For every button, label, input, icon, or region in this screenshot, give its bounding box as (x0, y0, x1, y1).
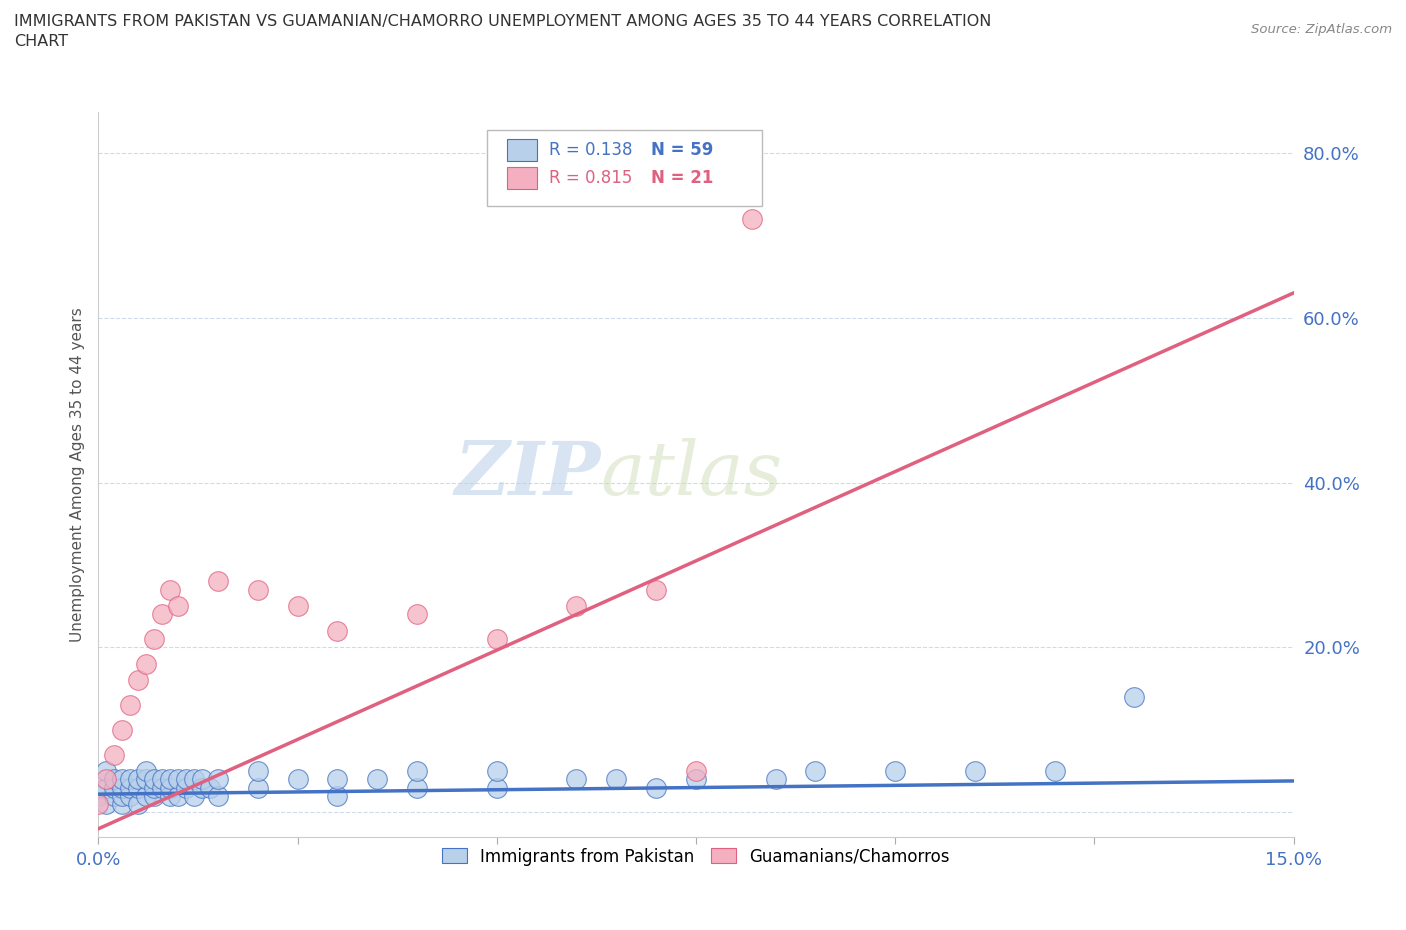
Point (174, 780, 197, 795)
Point (103, 747, 125, 762)
Point (96, 780, 118, 795)
FancyBboxPatch shape (508, 167, 537, 189)
Point (143, 789, 166, 804)
Point (167, 789, 190, 804)
Point (111, 797, 134, 812)
Point (96, 772, 118, 787)
Point (111, 723, 134, 737)
Point (1123, 689, 1146, 704)
Point (159, 780, 181, 795)
Point (120, 780, 142, 795)
Point (685, 772, 707, 787)
Point (87, 797, 110, 812)
Point (183, 772, 205, 787)
Text: ZIP: ZIP (454, 438, 600, 511)
Text: N = 59: N = 59 (651, 141, 713, 159)
Point (127, 772, 149, 787)
Point (326, 623, 349, 638)
Point (103, 772, 125, 787)
Point (207, 789, 229, 804)
Point (159, 772, 181, 787)
Point (167, 772, 190, 787)
Point (246, 780, 269, 795)
Point (645, 582, 668, 597)
Point (1043, 764, 1066, 778)
Point (111, 780, 134, 795)
Point (96, 764, 118, 778)
FancyBboxPatch shape (486, 130, 762, 206)
Text: atlas: atlas (600, 438, 783, 511)
Point (406, 780, 429, 795)
Point (765, 772, 787, 787)
FancyBboxPatch shape (508, 140, 537, 161)
Point (103, 780, 125, 795)
Point (191, 772, 214, 787)
Point (963, 764, 986, 778)
Point (159, 582, 181, 597)
Point (191, 780, 214, 795)
Legend: Immigrants from Pakistan, Guamanians/Chamorros: Immigrants from Pakistan, Guamanians/Cha… (436, 841, 956, 872)
Point (135, 789, 157, 804)
Point (485, 764, 508, 778)
Point (366, 772, 388, 787)
Point (207, 772, 229, 787)
Point (485, 780, 508, 795)
Point (96, 797, 118, 812)
Point (174, 772, 197, 787)
Point (884, 764, 907, 778)
Point (150, 607, 173, 622)
Text: N = 21: N = 21 (651, 169, 713, 187)
Point (287, 599, 309, 614)
Point (198, 780, 221, 795)
Text: R = 0.815: R = 0.815 (548, 169, 633, 187)
Point (135, 764, 157, 778)
Point (143, 631, 166, 646)
Point (246, 582, 269, 597)
Point (207, 574, 229, 589)
Point (127, 673, 149, 688)
Point (150, 780, 173, 795)
Point (111, 772, 134, 787)
Point (111, 789, 134, 804)
Point (143, 780, 166, 795)
Point (326, 772, 349, 787)
Point (103, 789, 125, 804)
Point (127, 780, 149, 795)
Point (246, 764, 269, 778)
Point (183, 789, 205, 804)
Point (120, 789, 142, 804)
Point (406, 607, 429, 622)
Point (127, 797, 149, 812)
Point (143, 772, 166, 787)
Point (804, 764, 827, 778)
Point (287, 772, 309, 787)
Point (565, 599, 588, 614)
Point (406, 764, 429, 778)
Point (135, 657, 157, 671)
Point (150, 772, 173, 787)
Point (120, 772, 142, 787)
Point (120, 698, 142, 712)
Point (159, 789, 181, 804)
Point (485, 631, 508, 646)
Text: R = 0.138: R = 0.138 (548, 141, 633, 159)
Y-axis label: Unemployment Among Ages 35 to 44 years: Unemployment Among Ages 35 to 44 years (69, 307, 84, 642)
Point (135, 772, 157, 787)
Text: CHART: CHART (14, 34, 67, 49)
Point (605, 772, 627, 787)
Point (741, 211, 763, 226)
Text: Source: ZipAtlas.com: Source: ZipAtlas.com (1251, 23, 1392, 36)
Point (87, 789, 110, 804)
Point (167, 599, 190, 614)
Text: IMMIGRANTS FROM PAKISTAN VS GUAMANIAN/CHAMORRO UNEMPLOYMENT AMONG AGES 35 TO 44 : IMMIGRANTS FROM PAKISTAN VS GUAMANIAN/CH… (14, 14, 991, 29)
Point (326, 789, 349, 804)
Point (565, 772, 588, 787)
Point (685, 764, 707, 778)
Point (645, 780, 668, 795)
